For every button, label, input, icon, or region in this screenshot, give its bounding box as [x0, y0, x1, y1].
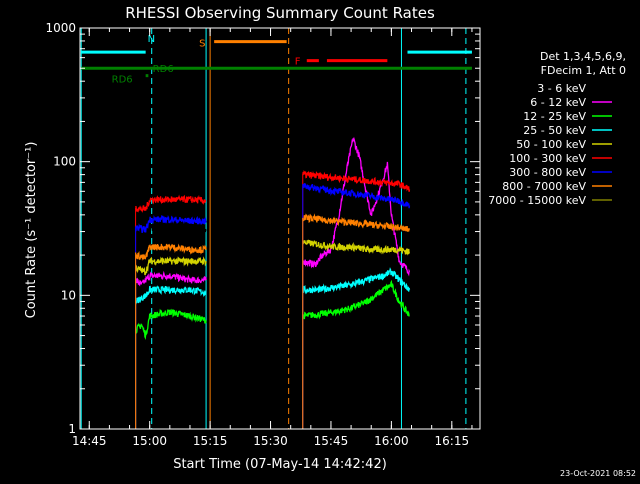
plot-frame — [79, 27, 481, 430]
y-axis-label: Count Rate (s⁻¹ detector⁻¹) — [24, 142, 39, 319]
legend-label-25-50-kev: 25 - 50 keV — [523, 124, 586, 137]
legend: Det 1,3,4,5,6,9,FDecim 1, Att 0 3 - 6 keV… — [488, 50, 626, 207]
legend-label-7000-15000-kev: 7000 - 15000 keV — [488, 194, 586, 207]
legend-label-12-25-kev: 12 - 25 keV — [523, 110, 586, 123]
series-line-800-7000-kev-0 — [134, 243, 207, 261]
series-line-25-50-kev-0 — [134, 285, 207, 305]
legend-label-3-6-kev: 3 - 6 keV — [537, 82, 586, 95]
x-tick-label-5: 16:00 — [374, 434, 409, 448]
legend-label-300-800-kev: 300 - 800 keV — [509, 166, 586, 179]
legend-label-800-7000-kev: 800 - 7000 keV — [502, 180, 586, 193]
legend-header-0: Det 1,3,4,5,6,9, — [540, 50, 626, 63]
series-line-300-800-kev-0 — [134, 214, 207, 233]
x-tick-label-0: 14:45 — [72, 434, 107, 448]
flag-label-rd6-4: RD6 — [112, 75, 133, 86]
legend-label-50-100-kev: 50 - 100 keV — [516, 138, 586, 151]
series-line-100-300-kev-1 — [302, 169, 411, 192]
x-axis-label: Start Time (07-May-14 14:42:42) — [173, 457, 387, 472]
series-line-6-12-kev-1 — [302, 136, 411, 277]
series-line-6-12-kev-0 — [135, 270, 207, 287]
legend-header-1: FDecim 1, Att 0 — [541, 64, 626, 77]
x-tick-label-6: 16:15 — [435, 434, 470, 448]
x-tick-label-1: 15:00 — [132, 434, 167, 448]
flag-label-n-0: N — [148, 34, 155, 45]
x-tick-label-4: 15:45 — [314, 434, 349, 448]
y-tick-label-0: 1 — [68, 422, 76, 436]
series-line-800-7000-kev-1 — [302, 213, 411, 232]
series-line-50-100-kev-1 — [302, 239, 411, 256]
series-line-100-300-kev-0 — [134, 194, 207, 213]
series-line-3-6-kev-0 — [134, 223, 207, 246]
flag-label-f-2: F — [295, 57, 301, 68]
plot-area: N S F RD6 RD6 14:45 15:00 15:15 15:30 15:45 16:00 1… — [45, 21, 481, 448]
flag-label-s-1: S — [199, 39, 205, 50]
legend-label-100-300-kev: 100 - 300 keV — [509, 152, 586, 165]
series-line-300-800-kev-1 — [302, 183, 411, 209]
y-tick-label-1: 10 — [61, 288, 76, 302]
y-tick-label-2: 100 — [53, 155, 76, 169]
series-line-25-50-kev-1 — [302, 267, 411, 295]
series-line-12-25-kev-1 — [302, 279, 410, 320]
footer-date: 23-Oct-2021 08:52 — [560, 469, 636, 478]
x-tick-label-2: 15:15 — [193, 434, 228, 448]
legend-label-6-12-kev: 6 - 12 keV — [530, 96, 586, 109]
series-line-50-100-kev-0 — [134, 256, 207, 276]
series-line-12-25-kev-0 — [134, 308, 207, 340]
chart-title: RHESSI Observing Summary Count Rates — [125, 4, 435, 22]
x-tick-label-3: 15:30 — [253, 434, 288, 448]
y-tick-label-3: 1000 — [45, 21, 76, 35]
flag-label-rd6-3: RD6 — [153, 64, 174, 75]
